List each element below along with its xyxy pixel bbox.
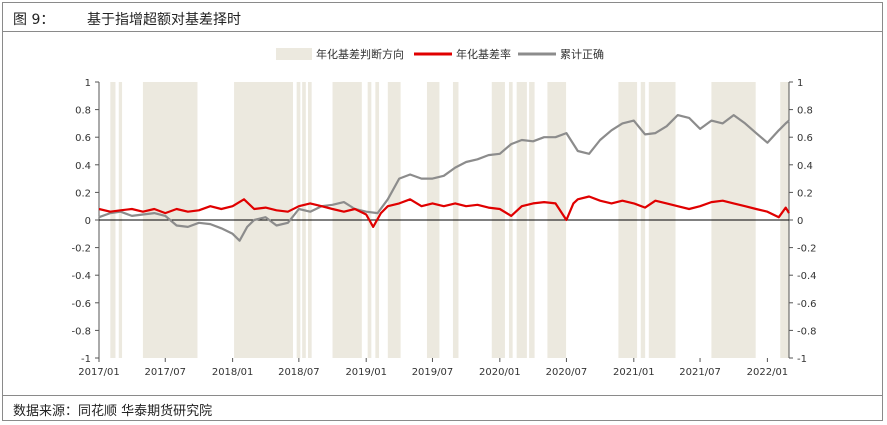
left-y-tick-label: -0.6 xyxy=(71,299,91,310)
right-y-tick-label: -0.2 xyxy=(797,244,817,255)
left-y-tick-label: 0 xyxy=(85,216,91,227)
left-y-tick-label: -0.4 xyxy=(71,271,91,282)
source-bar: 数据来源：同花顺 华泰期货研究院 xyxy=(3,395,882,422)
legend: 年化基差判断方向 年化基差率 累计正确 xyxy=(276,47,604,61)
legend-label-shade: 年化基差判断方向 xyxy=(316,47,404,61)
right-y-tick-label: 0.8 xyxy=(797,106,813,117)
line-basis-rate xyxy=(98,195,790,228)
x-tick-label: 2019/01 xyxy=(345,367,387,378)
left-y-tick-label: -0.8 xyxy=(71,326,91,337)
legend-label-cumulative-accuracy: 累计正确 xyxy=(560,48,604,61)
left-y-tick-label: 0.4 xyxy=(75,161,91,172)
right-y-tick-label: -0.8 xyxy=(797,326,817,337)
x-tick-label: 2022/01 xyxy=(747,367,789,378)
x-tick-label: 2018/01 xyxy=(212,367,254,378)
x-ticks: 2017/01 2017/07 2018/01 2018/07 2019/01 2019/… xyxy=(78,358,788,378)
data-source: 数据来源：同花顺 华泰期货研究院 xyxy=(13,404,213,419)
x-tick-label: 2019/07 xyxy=(412,367,454,378)
legend-swatch-shade xyxy=(276,48,312,60)
right-y-ticks: 1 0.8 0.6 0.4 0.2 0 -0.2 -0.4 -0.6 -0.8 -1 xyxy=(789,78,817,365)
x-tick-label: 2021/07 xyxy=(679,367,721,378)
right-y-tick-label: 0.6 xyxy=(797,133,813,144)
legend-label-basis-rate: 年化基差率 xyxy=(456,47,511,61)
axes xyxy=(98,82,790,358)
left-y-tick-label: -0.2 xyxy=(71,244,91,255)
figure-frame xyxy=(2,2,883,421)
left-y-tick-label: -1 xyxy=(81,354,91,365)
line-cumulative-accuracy xyxy=(98,114,790,242)
right-y-tick-label: -0.6 xyxy=(797,299,817,310)
figure-label: 图 9： xyxy=(13,12,55,28)
x-tick-label: 2020/07 xyxy=(546,367,588,378)
x-tick-label: 2021/01 xyxy=(613,367,655,378)
x-tick-label: 2017/07 xyxy=(144,367,186,378)
x-tick-label: 2018/07 xyxy=(278,367,320,378)
left-y-tick-label: 0.8 xyxy=(75,106,91,117)
title-bar: 图 9： 基于指增超额对基差择时 xyxy=(3,3,882,32)
x-tick-label: 2017/01 xyxy=(78,367,120,378)
right-y-tick-label: 0 xyxy=(797,216,803,227)
right-y-tick-label: -0.4 xyxy=(797,271,817,282)
right-y-tick-label: 0.4 xyxy=(797,161,813,172)
left-y-tick-label: 0.2 xyxy=(75,188,91,199)
right-y-tick-label: 1 xyxy=(797,78,803,89)
left-y-tick-label: 1 xyxy=(85,78,91,89)
right-y-tick-label: 0.2 xyxy=(797,188,813,199)
figure-title: 基于指增超额对基差择时 xyxy=(87,12,241,28)
series-lines xyxy=(98,114,790,242)
x-tick-label: 2020/01 xyxy=(479,367,521,378)
left-y-ticks: 1 0.8 0.6 0.4 0.2 0 -0.2 -0.4 -0.6 -0.8 -1 xyxy=(71,78,99,365)
right-y-tick-label: -1 xyxy=(797,354,807,365)
left-y-tick-label: 0.6 xyxy=(75,133,91,144)
